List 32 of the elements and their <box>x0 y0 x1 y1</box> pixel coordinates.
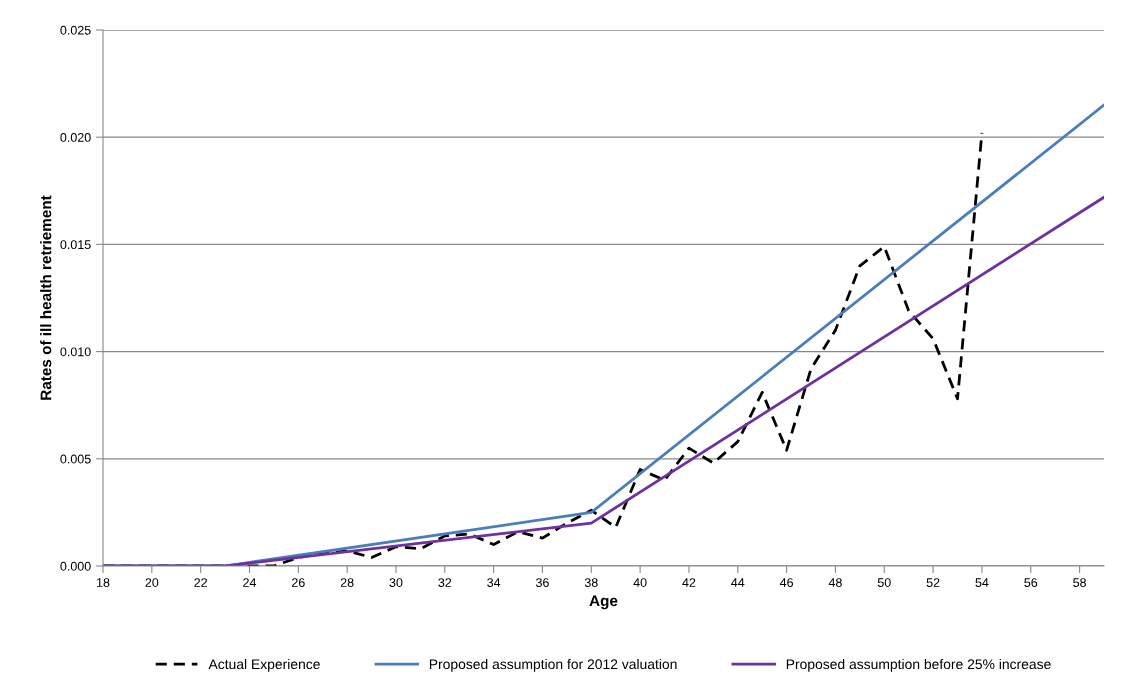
x-tick-label: 36 <box>535 578 549 587</box>
y-tick-label: 0.000 <box>60 561 91 571</box>
legend-label: Actual Experience <box>208 658 320 672</box>
legend-label: Proposed assumption before 25% increase <box>786 658 1051 672</box>
x-tick-label: 22 <box>194 578 207 587</box>
x-tick-label: 44 <box>731 578 745 587</box>
y-tick-label: 0.025 <box>60 25 91 35</box>
x-tick-label: 18 <box>97 578 110 587</box>
x-tick-label: 56 <box>1024 578 1038 587</box>
y-tick-label: 0.010 <box>60 347 91 357</box>
y-tick-label: 0.005 <box>60 454 91 464</box>
y-tick-label: 0.020 <box>60 133 91 142</box>
x-tick-label: 50 <box>877 578 891 587</box>
x-tick-label: 52 <box>926 578 940 587</box>
x-tick-label: 30 <box>389 578 403 587</box>
x-tick-label: 28 <box>340 578 354 587</box>
x-tick-label: 48 <box>828 578 842 587</box>
x-tick-label: 24 <box>243 578 257 587</box>
x-tick-label: 26 <box>291 578 305 587</box>
x-axis-title: Age <box>589 595 618 610</box>
x-tick-label: 34 <box>487 578 501 587</box>
y-tick-label: 0.015 <box>60 240 91 250</box>
x-tick-label: 46 <box>779 578 794 587</box>
legend-label: Proposed assumption for 2012 valuation <box>429 658 677 672</box>
y-axis-title: Rates of ill health retriement <box>40 195 52 400</box>
x-tick-label: 38 <box>584 578 598 587</box>
x-tick-label: 20 <box>145 578 159 587</box>
x-tick-label: 32 <box>438 578 452 587</box>
x-tick-label: 42 <box>682 578 696 587</box>
x-tick-label: 54 <box>975 578 989 587</box>
x-tick-label: 40 <box>633 578 647 587</box>
x-tick-label: 58 <box>1073 578 1086 587</box>
